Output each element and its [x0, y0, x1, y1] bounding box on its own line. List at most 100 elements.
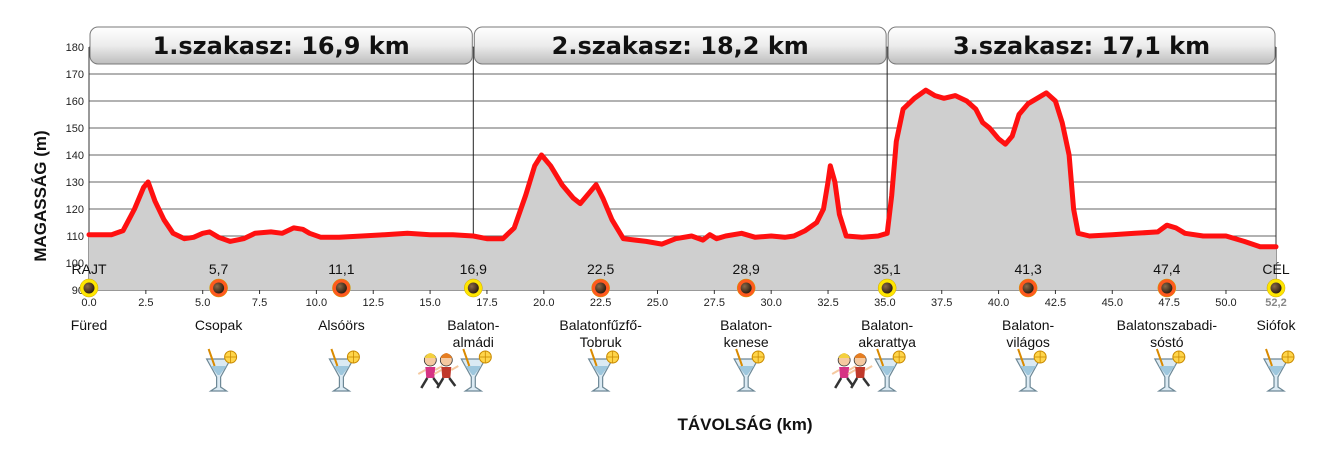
y-tick-label: 130 [66, 177, 84, 189]
stage-title: 3.szakasz: 17,1 km [953, 32, 1210, 60]
drink-icon [328, 348, 360, 392]
station-name: kenese [724, 334, 769, 350]
x-tick-label: 12.5 [363, 297, 384, 309]
station-marker-icon [213, 282, 225, 294]
y-tick-label: 140 [66, 150, 84, 162]
station: 47,4 Balatonszabadi-sóstó [1117, 261, 1218, 392]
station-name: Balaton- [1002, 317, 1054, 333]
station: 41,3 Balaton-világos [1002, 261, 1055, 392]
drink-icon [874, 348, 906, 392]
x-tick-label: 45.0 [1102, 297, 1123, 309]
x-tick-label: 17.5 [476, 297, 497, 309]
station-km-label: CÉL [1262, 261, 1289, 277]
station-name: világos [1006, 334, 1050, 350]
x-tick-label: 10.0 [306, 297, 327, 309]
station-marker-icon [740, 282, 752, 294]
drink-icon [460, 348, 492, 392]
x-tick-label: 30.0 [760, 297, 781, 309]
station-km-label: 5,7 [209, 261, 229, 277]
x-tick-label: 2.5 [138, 297, 153, 309]
station-name: Balaton- [720, 317, 772, 333]
y-tick-label: 120 [66, 204, 84, 216]
x-tick-label: 40.0 [988, 297, 1009, 309]
station-name: akarattya [858, 334, 916, 350]
runners-icon [831, 353, 873, 389]
station-name: Balatonszabadi- [1117, 317, 1218, 333]
drink-icon [1262, 348, 1295, 392]
station-km-label: 47,4 [1153, 261, 1180, 277]
y-tick-label: 160 [66, 96, 84, 108]
x-tick-label: 7.5 [252, 297, 267, 309]
x-tick-label: 5.0 [195, 297, 210, 309]
station-km-label: 11,1 [328, 261, 354, 277]
drink-icon [205, 348, 238, 392]
x-tick-label: 20.0 [533, 297, 554, 309]
station: 16,9 Balaton-almádi [417, 261, 500, 392]
station-name: Alsóörs [318, 317, 365, 333]
station-marker-icon [467, 282, 479, 294]
drink-icon [1153, 348, 1186, 392]
y-axis-title: MAGASSÁG (m) [31, 130, 50, 261]
stage-title: 1.szakasz: 16,9 km [153, 32, 410, 60]
stage-banner: 3.szakasz: 17,1 km [887, 26, 1276, 65]
station: 35,1 Balaton-akarattya [831, 261, 916, 392]
station-km-label: 22,5 [587, 261, 614, 277]
x-axis: 0.0 2.5 5.0 7.5 10.0 12.5 15.0 17.5 20.0 22.5 25.0… [81, 290, 1237, 309]
runners-icon [417, 353, 459, 389]
station-km-label: 28,9 [733, 261, 760, 277]
station-km-label: 16,9 [460, 261, 487, 277]
stations: RAJT Füred 5,7 Csopak 11,1 Alsóörs 16,9 Balaton… [71, 261, 1297, 392]
station-name: Balaton- [447, 317, 499, 333]
station-marker-icon [881, 282, 893, 294]
station: 5,7 Csopak [195, 261, 243, 392]
x-tick-label: 32.5 [817, 297, 838, 309]
y-tick-label: 180 [66, 42, 84, 54]
stage-banner-bg [887, 26, 1276, 65]
station: 22,5 Balatonfűzfő-Tobruk [559, 261, 642, 392]
station-km-label: RAJT [72, 261, 107, 277]
y-tick-label: 100 [66, 258, 84, 270]
x-tick-label: 42.5 [1045, 297, 1066, 309]
station: RAJT Füred [71, 261, 108, 333]
x-tick-label: 37.5 [931, 297, 952, 309]
x-axis-title: TÁVOLSÁG (km) [677, 415, 812, 434]
stage-banner-bg [473, 26, 887, 65]
x-tick-label: 15.0 [419, 297, 440, 309]
station-name: Csopak [195, 317, 243, 333]
y-tick-label: 150 [66, 123, 84, 135]
station: 28,9 Balaton-kenese [720, 261, 773, 392]
station: 11,1 Alsóörs [318, 261, 365, 392]
stage-banners: 1.szakasz: 16,9 km 2.szakasz: 18,2 km 3.sz… [89, 26, 1276, 65]
station-marker-icon [335, 282, 347, 294]
finish-distance-label: 52,2 [1265, 297, 1286, 309]
profile-layer [86, 87, 1279, 290]
station-name: Füred [71, 317, 108, 333]
stage-banner: 1.szakasz: 16,9 km [89, 26, 473, 65]
station-name: sóstó [1150, 334, 1184, 350]
x-tick-label: 35.0 [874, 297, 895, 309]
station-marker-icon [595, 282, 607, 294]
station-km-label: 35,1 [874, 261, 901, 277]
stage-title: 2.szakasz: 18,2 km [552, 32, 809, 60]
station: CÉL 52,2 Siófok [1257, 261, 1297, 392]
y-tick-label: 170 [66, 69, 84, 81]
station-name: Balatonfűzfő- [559, 317, 642, 333]
y-tick-label: 110 [66, 231, 84, 243]
x-tick-label: 27.5 [704, 297, 725, 309]
drink-icon [587, 348, 620, 392]
x-tick-label: 25.0 [647, 297, 668, 309]
x-tick-label: 50.0 [1215, 297, 1236, 309]
station-name: Siófok [1257, 317, 1297, 333]
drink-icon [1015, 348, 1047, 392]
elevation-line [86, 87, 1279, 250]
station-marker-icon [1270, 282, 1282, 294]
station-marker-icon [1022, 282, 1034, 294]
stage-banner-bg [89, 26, 473, 65]
station-name: Balaton- [861, 317, 913, 333]
x-tick-label: 22.5 [590, 297, 611, 309]
x-tick-label: 47.5 [1158, 297, 1179, 309]
elevation-area [89, 90, 1276, 290]
station-km-label: 41,3 [1015, 261, 1042, 277]
